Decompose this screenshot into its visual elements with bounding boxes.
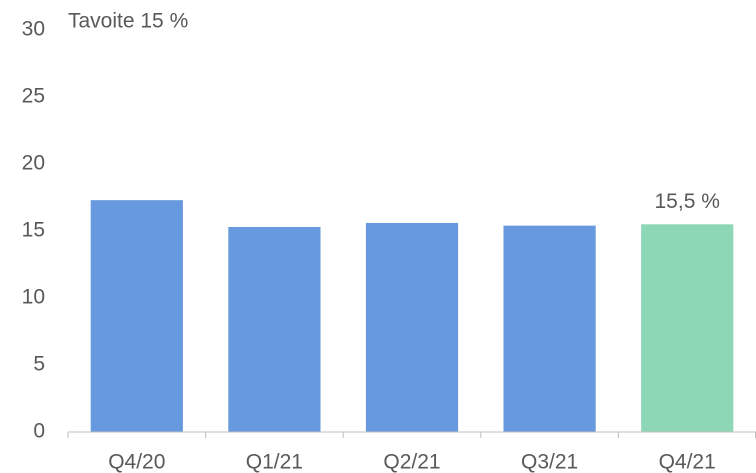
- y-tick-label: 30: [22, 18, 45, 41]
- x-tick-label: Q3/21: [521, 451, 578, 473]
- y-tick-label: 15: [22, 219, 45, 242]
- y-tick-label: 25: [22, 85, 45, 108]
- value-label: 15,5 %: [655, 190, 720, 213]
- y-tick-label: 0: [33, 420, 45, 443]
- bar: [90, 200, 183, 432]
- annotation: Tavoite 15 %: [68, 10, 188, 33]
- x-tick-label: Q1/21: [246, 451, 303, 473]
- y-tick-label: 20: [22, 152, 45, 175]
- x-tick-label: Q4/21: [659, 451, 716, 473]
- bar: [503, 225, 596, 432]
- bar: [365, 222, 459, 432]
- bar: [228, 226, 321, 432]
- x-tick-label: Q4/20: [108, 451, 165, 473]
- y-tick-label: 5: [33, 353, 45, 376]
- y-tick-label: 10: [22, 286, 45, 309]
- bar: [641, 224, 734, 432]
- x-tick-label: Q2/21: [383, 451, 440, 473]
